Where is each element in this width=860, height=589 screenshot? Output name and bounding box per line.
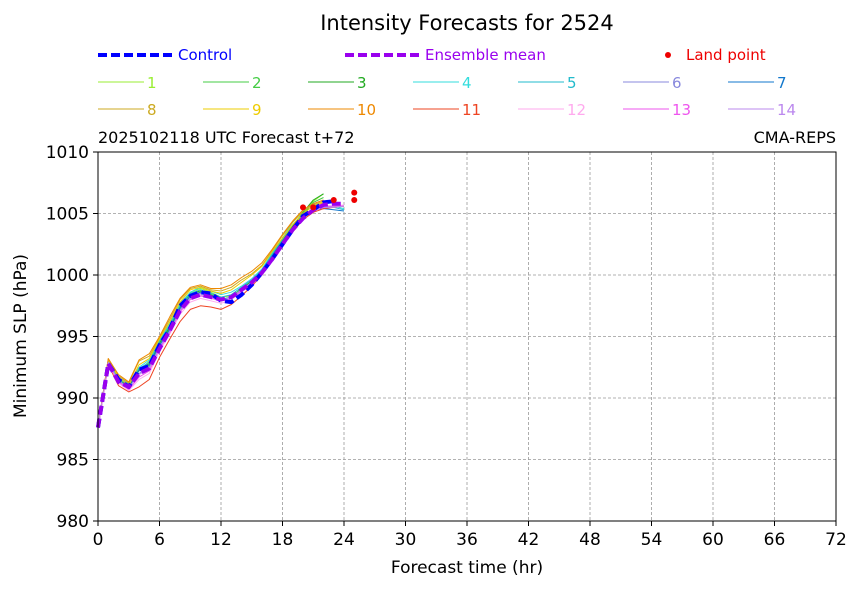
series-line-ensemble-mean bbox=[96, 201, 344, 428]
legend-label-5: 5 bbox=[567, 74, 577, 92]
x-axis-ticks: 0 6 12 18 24 30 36 42 48 54 60 66 72 bbox=[93, 521, 847, 550]
legend-label-8: 8 bbox=[147, 101, 157, 119]
series-line-control bbox=[96, 199, 335, 428]
legend-label-1: 1 bbox=[147, 74, 157, 92]
legend-label-14: 14 bbox=[777, 101, 796, 119]
series-line-8 bbox=[97, 200, 324, 428]
y-tick-label: 1005 bbox=[46, 205, 89, 225]
y-tick-label: 985 bbox=[57, 451, 89, 471]
legend-label-9: 9 bbox=[252, 101, 262, 119]
x-tick-label: 54 bbox=[641, 530, 663, 550]
series-line-10 bbox=[97, 199, 324, 428]
grid bbox=[98, 152, 836, 521]
y-axis-ticks: 980 985 990 995 1000 1005 1010 bbox=[46, 143, 98, 532]
legend-label-control: Control bbox=[178, 46, 232, 64]
subtitle-left: 2025102118 UTC Forecast t+72 bbox=[98, 128, 355, 147]
legend-label-3: 3 bbox=[357, 74, 367, 92]
x-tick-label: 18 bbox=[272, 530, 294, 550]
y-axis-label: Minimum SLP (hPa) bbox=[11, 254, 31, 418]
x-tick-label: 60 bbox=[702, 530, 724, 550]
land-point-marker bbox=[330, 196, 337, 203]
chart-title: Intensity Forecasts for 2524 bbox=[320, 11, 614, 35]
subtitle-right: CMA-REPS bbox=[754, 128, 836, 147]
x-axis-label: Forecast time (hr) bbox=[391, 558, 543, 578]
legend-label-7: 7 bbox=[777, 74, 787, 92]
y-tick-label: 1010 bbox=[46, 143, 89, 163]
x-tick-label: 48 bbox=[579, 530, 601, 550]
legend-label-6: 6 bbox=[672, 74, 682, 92]
x-tick-label: 12 bbox=[210, 530, 232, 550]
legend-label-ensemble-mean: Ensemble mean bbox=[425, 46, 546, 64]
y-tick-label: 995 bbox=[57, 328, 89, 348]
x-tick-label: 0 bbox=[93, 530, 104, 550]
legend-label-land-point: Land point bbox=[686, 46, 766, 64]
legend-label-2: 2 bbox=[252, 74, 262, 92]
x-tick-label: 72 bbox=[825, 530, 847, 550]
y-tick-label: 1000 bbox=[46, 266, 89, 286]
land-point-marker bbox=[351, 189, 358, 196]
land-point-marker bbox=[300, 204, 306, 211]
x-tick-label: 24 bbox=[333, 530, 355, 550]
x-tick-label: 42 bbox=[518, 530, 540, 550]
legend-label-11: 11 bbox=[462, 101, 481, 119]
x-tick-label: 66 bbox=[764, 530, 786, 550]
land-point-marker bbox=[351, 196, 358, 203]
legend-label-10: 10 bbox=[357, 101, 376, 119]
legend-label-12: 12 bbox=[567, 101, 586, 119]
x-tick-label: 6 bbox=[154, 530, 165, 550]
legend-marker-land-point bbox=[665, 52, 671, 58]
x-tick-label: 30 bbox=[395, 530, 417, 550]
y-tick-label: 990 bbox=[57, 389, 89, 409]
legend-label-4: 4 bbox=[462, 74, 472, 92]
x-tick-label: 36 bbox=[456, 530, 478, 550]
y-tick-label: 980 bbox=[57, 512, 89, 532]
legend-label-13: 13 bbox=[672, 101, 691, 119]
land-point-marker bbox=[310, 204, 317, 211]
series-lines bbox=[96, 193, 345, 428]
land-points bbox=[300, 189, 358, 211]
